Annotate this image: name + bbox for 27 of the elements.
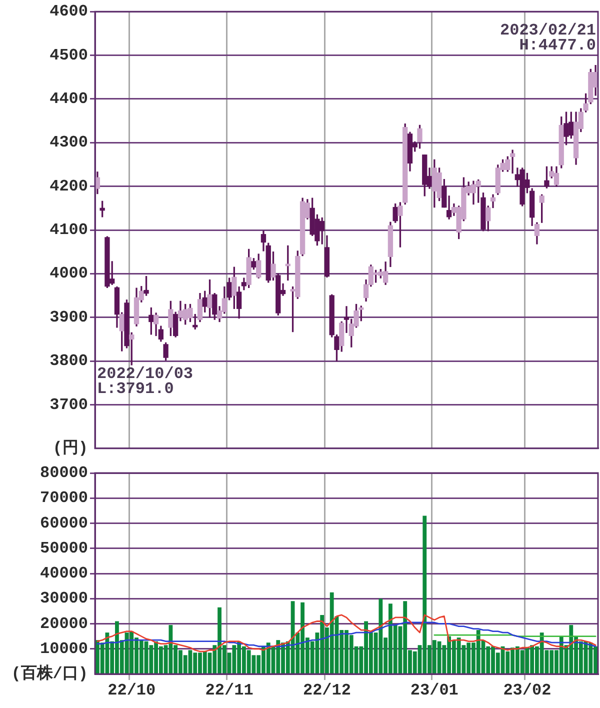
y-tick-label: 60000 (40, 514, 88, 532)
y-tick-label: 4500 (50, 46, 88, 64)
y-tick-label: 4400 (50, 90, 88, 108)
x-tick-label: 23/01 (410, 682, 458, 700)
annotation: 2022/10/03 L:3791.0 (97, 365, 194, 398)
y-tick-label: 4200 (50, 177, 88, 196)
y-tick-label: 3900 (50, 308, 88, 326)
x-tick-label: 22/11 (205, 682, 254, 700)
y-axis-title: (百株/口) (11, 664, 88, 684)
y-tick-label: 4000 (50, 264, 88, 283)
y-tick-label: 40000 (40, 564, 88, 583)
y-tick-label: 4300 (50, 134, 88, 152)
y-tick-label: 3800 (50, 352, 88, 370)
x-tick-label: 22/12 (302, 682, 351, 700)
annotation: 2023/02/21 H:4477.0 (500, 21, 596, 54)
y-tick-label: 4100 (50, 221, 88, 240)
y-tick-label: 70000 (40, 489, 88, 508)
x-tick-label: 22/10 (108, 682, 156, 700)
y-tick-label: 3700 (50, 396, 88, 414)
y-tick-label: 10000 (40, 640, 88, 658)
y-axis-title: (円) (52, 439, 88, 458)
x-tick-label: 23/02 (503, 682, 552, 700)
y-tick-label: 4600 (50, 2, 88, 21)
y-tick-label: 30000 (40, 590, 88, 608)
y-tick-label: 80000 (40, 464, 88, 482)
y-tick-label: 50000 (40, 539, 88, 558)
y-tick-label: 20000 (40, 614, 88, 633)
